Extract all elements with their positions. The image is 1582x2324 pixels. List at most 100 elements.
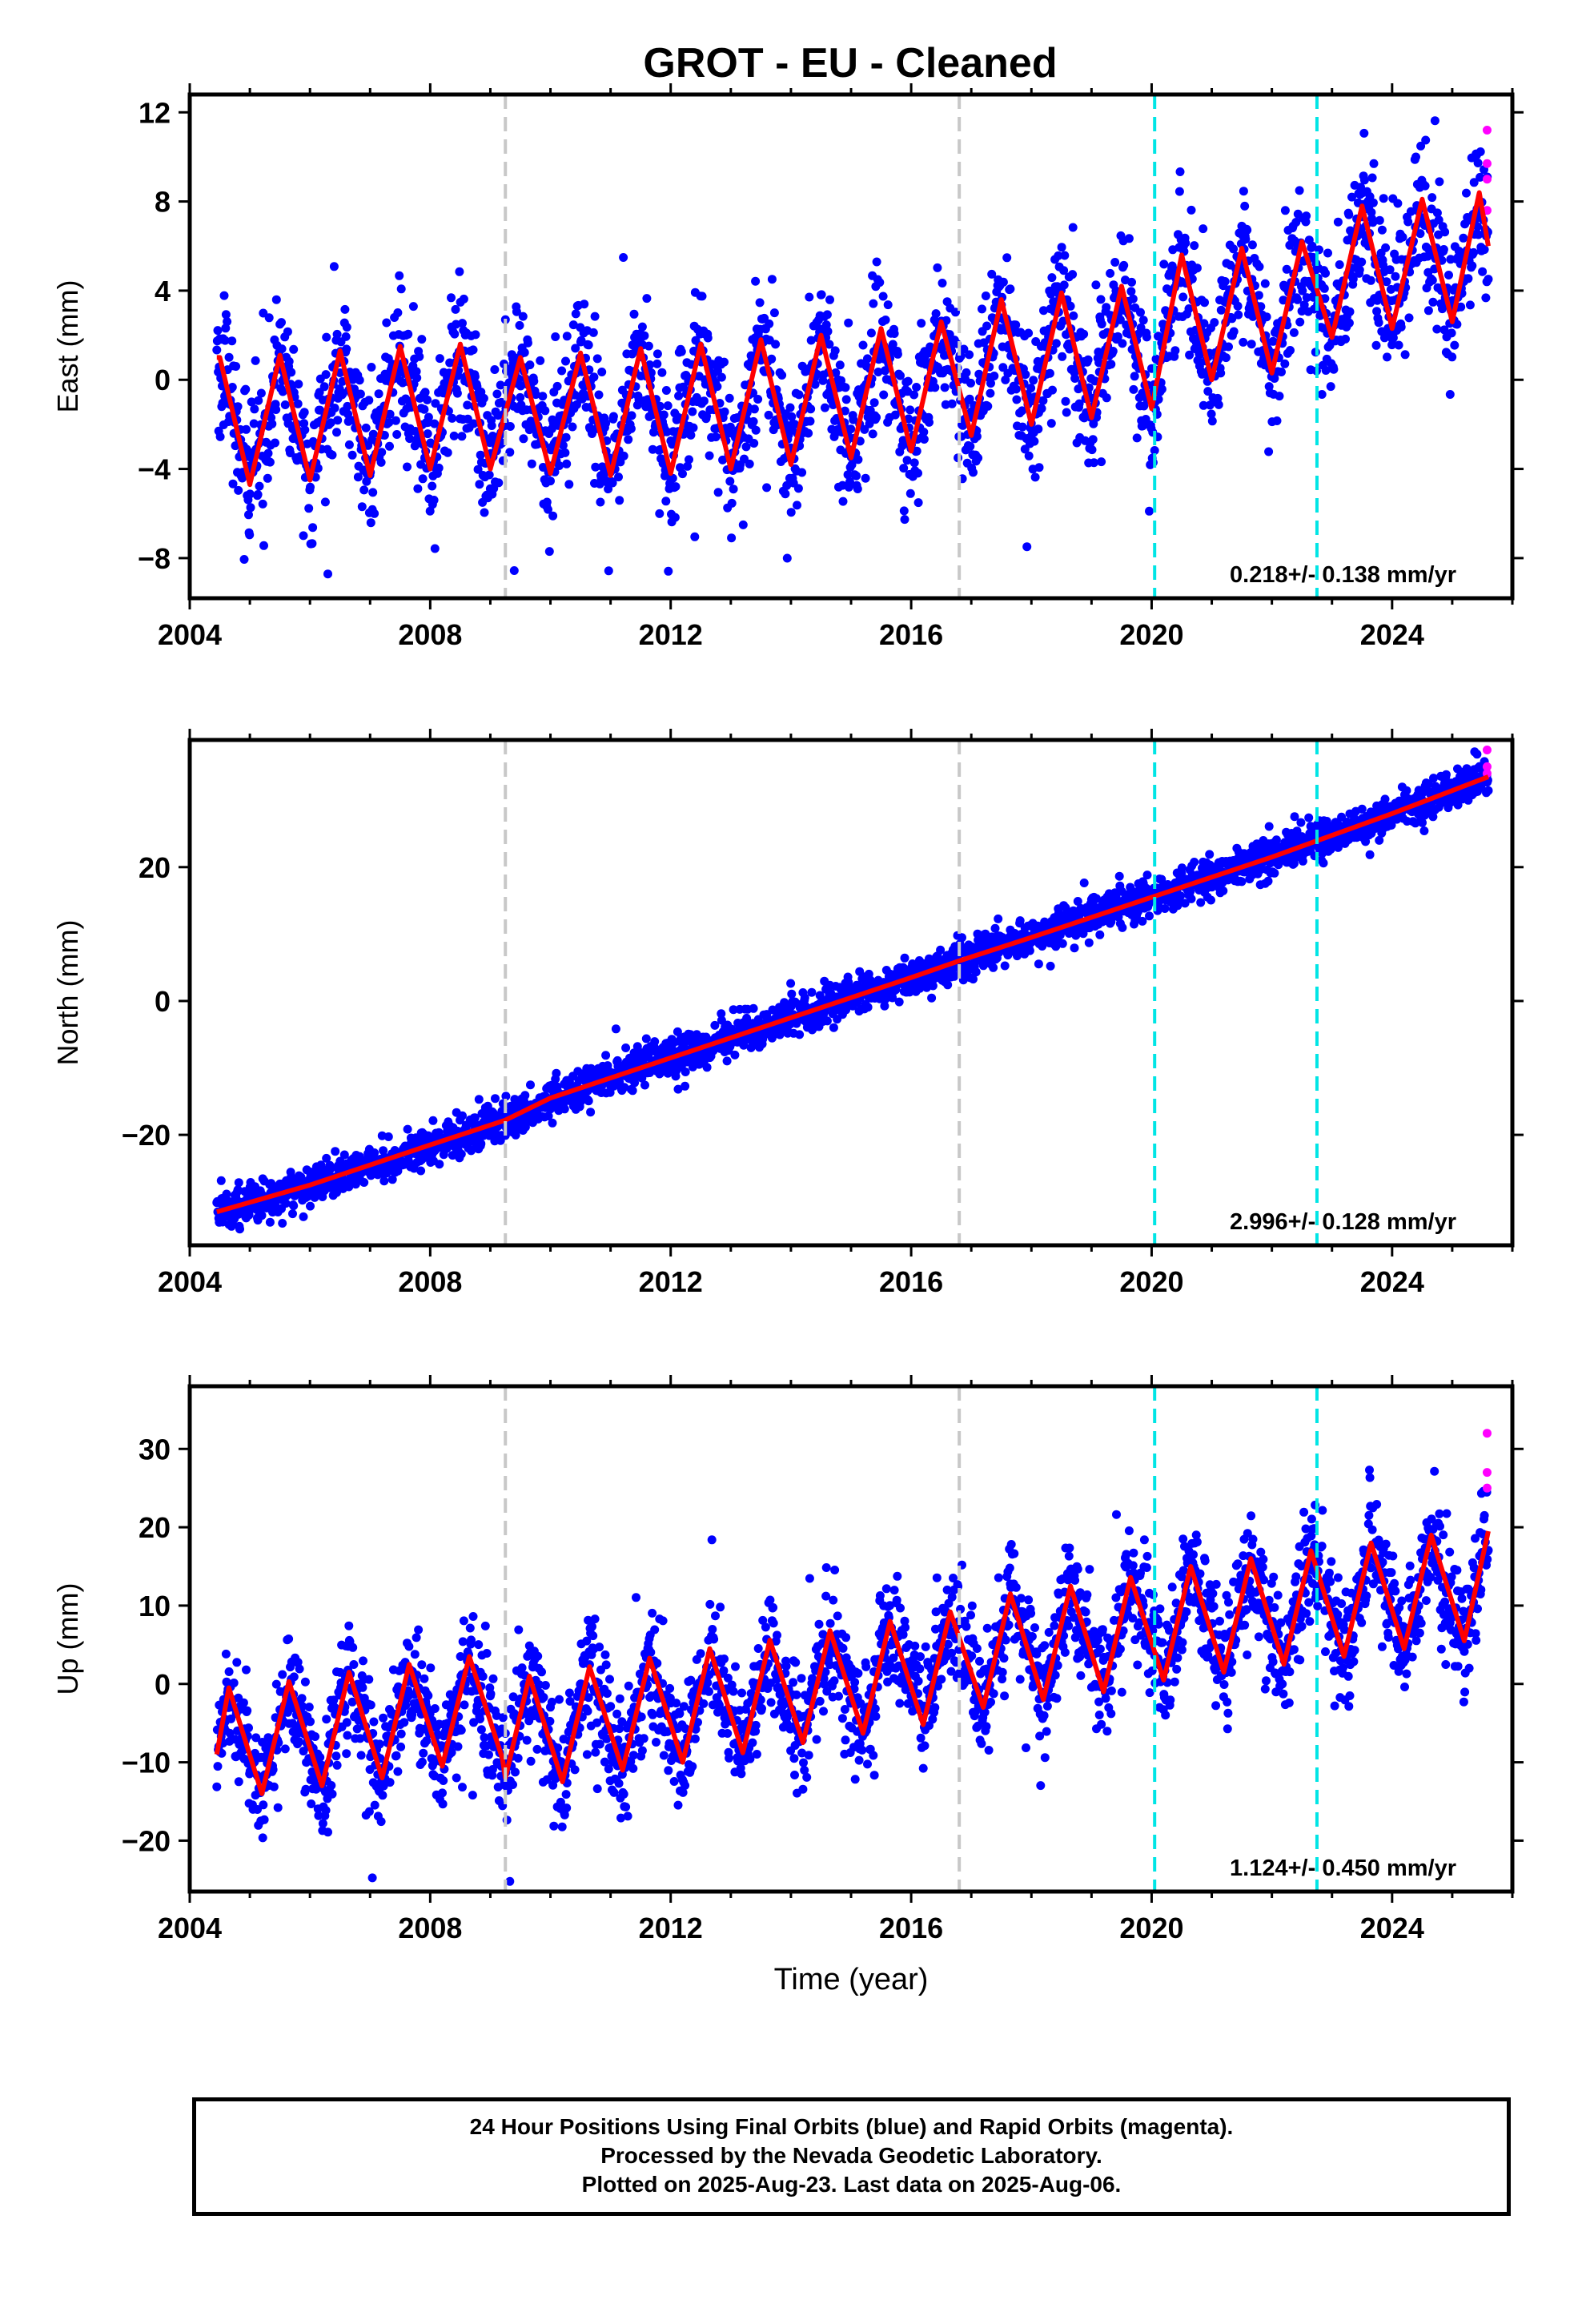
final-orbit-point	[552, 1068, 561, 1078]
final-orbit-point	[384, 418, 394, 427]
final-orbit-point	[771, 340, 781, 349]
final-orbit-point	[1298, 856, 1307, 866]
final-orbit-point	[448, 413, 457, 423]
final-orbit-point	[321, 370, 331, 380]
final-orbit-point	[562, 332, 572, 341]
final-orbit-point	[332, 428, 341, 437]
final-orbit-point	[1299, 300, 1309, 310]
final-orbit-point	[474, 1095, 484, 1104]
final-orbit-point	[943, 980, 953, 990]
final-orbit-point	[430, 544, 440, 553]
final-orbit-point	[685, 455, 693, 464]
final-orbit-point	[674, 391, 684, 400]
final-orbit-point	[1059, 266, 1069, 275]
final-orbit-point	[718, 455, 728, 464]
final-orbit-point	[357, 502, 367, 512]
final-orbit-point	[1400, 350, 1410, 360]
final-orbit-point	[793, 501, 801, 510]
final-orbit-point	[767, 275, 777, 284]
final-orbit-point	[958, 933, 966, 943]
final-orbit-point	[251, 356, 260, 365]
final-orbit-point	[849, 415, 858, 424]
final-orbit-point	[794, 390, 804, 400]
final-orbit-point	[1066, 301, 1075, 311]
final-orbit-point	[1186, 205, 1196, 215]
final-orbit-point	[249, 419, 259, 428]
final-orbit-point	[1247, 240, 1257, 250]
final-orbit-point	[840, 406, 849, 416]
final-orbit-point	[212, 345, 222, 355]
final-orbit-point	[393, 308, 403, 317]
final-orbit-point	[1480, 245, 1489, 255]
final-orbit-point	[860, 424, 869, 434]
final-orbit-point	[322, 332, 331, 342]
final-orbit-point	[994, 914, 1003, 923]
final-orbit-point	[749, 404, 759, 414]
final-orbit-point	[1132, 433, 1142, 443]
final-orbit-point	[392, 430, 402, 439]
final-orbit-point	[1326, 382, 1335, 392]
final-orbit-point	[1296, 818, 1306, 827]
final-orbit-point	[364, 396, 374, 405]
final-orbit-point	[1465, 300, 1475, 310]
final-orbit-point	[831, 368, 841, 377]
final-orbit-point	[1058, 352, 1067, 361]
final-orbit-point	[368, 429, 378, 439]
final-orbit-point	[1068, 270, 1078, 279]
final-orbit-point	[978, 304, 986, 314]
final-orbit-point	[642, 294, 652, 304]
final-orbit-point	[457, 432, 467, 441]
final-orbit-point	[844, 318, 853, 328]
final-orbit-point	[893, 349, 902, 359]
final-orbit-point	[588, 328, 598, 337]
final-orbit-point	[515, 320, 524, 330]
final-orbit-point	[492, 389, 502, 399]
final-orbit-point	[813, 369, 822, 379]
final-orbit-point	[1398, 232, 1407, 242]
final-orbit-point	[555, 461, 564, 470]
final-orbit-point	[738, 520, 748, 529]
final-orbit-point	[805, 416, 815, 426]
final-orbit-point	[343, 409, 353, 419]
final-orbit-point	[403, 462, 412, 472]
final-orbit-point	[615, 496, 624, 505]
final-orbit-point	[280, 400, 290, 409]
final-orbit-point	[969, 468, 978, 477]
final-orbit-point	[1357, 257, 1367, 267]
final-orbit-point	[725, 393, 734, 403]
final-orbit-point	[1255, 262, 1264, 271]
final-orbit-point	[215, 432, 225, 441]
final-orbit-point	[866, 328, 876, 338]
final-orbit-point	[1220, 277, 1230, 286]
final-orbit-point	[1022, 542, 1032, 552]
final-orbit-point	[1054, 251, 1063, 260]
final-orbit-point	[344, 440, 354, 449]
final-orbit-point	[904, 414, 913, 424]
final-orbit-point	[219, 291, 229, 300]
final-orbit-point	[1435, 177, 1444, 187]
final-orbit-point	[224, 352, 234, 362]
final-orbit-point	[841, 395, 851, 404]
final-orbit-point	[1057, 243, 1066, 252]
final-orbit-point	[376, 457, 386, 467]
final-orbit-point	[1430, 116, 1439, 126]
final-orbit-point	[1118, 923, 1127, 932]
final-orbit-point	[1106, 360, 1116, 369]
final-orbit-point	[452, 388, 462, 398]
final-orbit-point	[650, 1037, 660, 1047]
final-orbit-point	[1006, 284, 1015, 294]
final-orbit-point	[520, 1091, 530, 1100]
final-orbit-point	[1439, 325, 1449, 335]
final-orbit-point	[1113, 332, 1122, 341]
final-orbit-point	[443, 448, 452, 457]
final-orbit-point	[234, 485, 243, 495]
final-orbit-point	[974, 453, 983, 463]
final-orbit-point	[987, 269, 997, 279]
final-orbit-point	[246, 503, 255, 513]
final-orbit-point	[749, 439, 759, 448]
final-orbit-point	[825, 340, 834, 349]
final-orbit-point	[1060, 251, 1070, 260]
final-orbit-point	[720, 357, 729, 367]
final-orbit-point	[1102, 393, 1111, 403]
